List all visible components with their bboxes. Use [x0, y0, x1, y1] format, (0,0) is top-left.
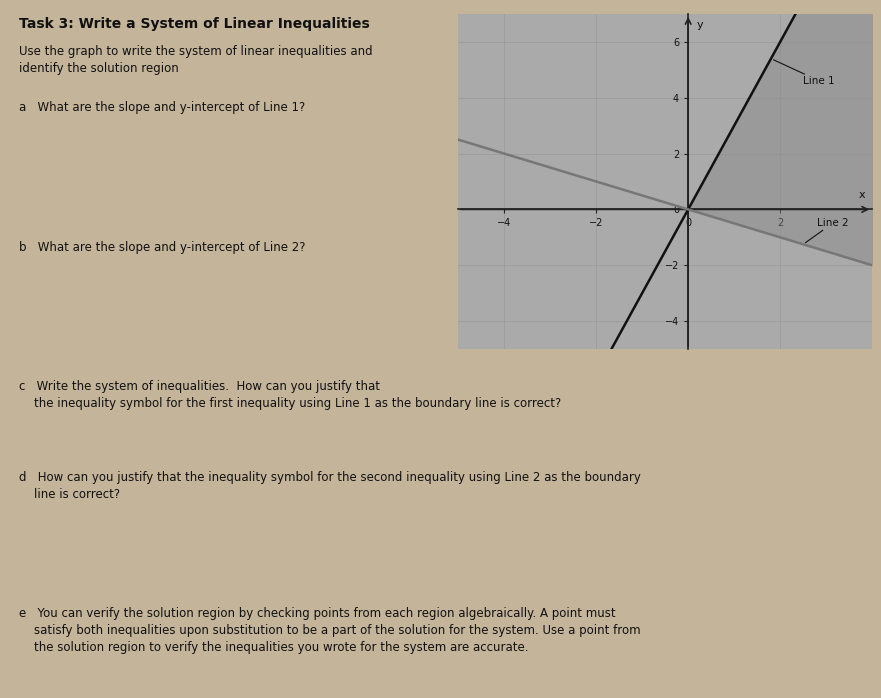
Text: x: x: [859, 190, 865, 200]
Text: c   Write the system of inequalities.  How can you justify that
    the inequali: c Write the system of inequalities. How …: [19, 380, 561, 410]
Text: Line 1: Line 1: [774, 60, 835, 86]
Text: d   How can you justify that the inequality symbol for the second inequality usi: d How can you justify that the inequalit…: [19, 471, 640, 501]
Text: e   You can verify the solution region by checking points from each region algeb: e You can verify the solution region by …: [19, 607, 640, 654]
Text: Task 3: Write a System of Linear Inequalities: Task 3: Write a System of Linear Inequal…: [19, 17, 370, 31]
Text: y: y: [697, 20, 703, 29]
Text: Use the graph to write the system of linear inequalities and
identify the soluti: Use the graph to write the system of lin…: [19, 45, 373, 75]
Text: Line 2: Line 2: [805, 218, 848, 243]
Text: a   What are the slope and y-intercept of Line 1?: a What are the slope and y-intercept of …: [19, 101, 306, 114]
Text: b   What are the slope and y-intercept of Line 2?: b What are the slope and y-intercept of …: [19, 241, 306, 254]
